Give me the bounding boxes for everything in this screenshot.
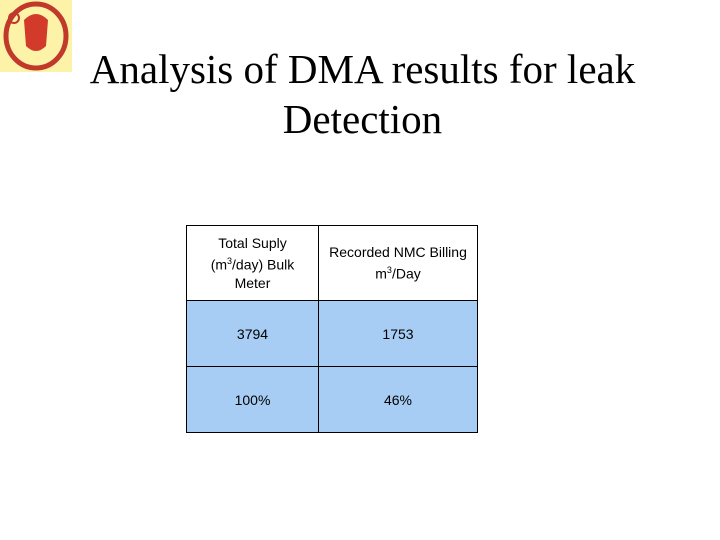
header-row: Total Suply (m3/day) Bulk Meter Recorded… <box>186 225 478 301</box>
header-text: Recorded NMC Billing m <box>329 244 467 282</box>
superscript: 3 <box>386 265 392 276</box>
header-text: /Day <box>391 265 421 282</box>
header-text: Total Suply (m <box>210 235 287 273</box>
header-text: /day) Bulk Meter <box>232 256 295 291</box>
header-cell: Recorded NMC Billing m3/Day <box>318 225 478 301</box>
logo <box>0 0 72 72</box>
data-row: 100% 46% <box>186 366 478 433</box>
superscript: 3 <box>227 256 233 267</box>
cell: 100% <box>186 366 319 433</box>
cell: 3794 <box>186 300 319 367</box>
logo-ring <box>3 1 69 71</box>
data-row: 3794 1753 <box>186 300 478 367</box>
results-table: Total Suply (m3/day) Bulk Meter Recorded… <box>186 225 478 433</box>
cell: 46% <box>318 366 478 433</box>
logo-sun <box>8 12 20 24</box>
logo-emblem <box>24 14 48 51</box>
title: Analysis of DMA results for leak Detecti… <box>89 46 636 142</box>
cell: 1753 <box>318 300 478 367</box>
header-cell: Total Suply (m3/day) Bulk Meter <box>186 225 319 301</box>
